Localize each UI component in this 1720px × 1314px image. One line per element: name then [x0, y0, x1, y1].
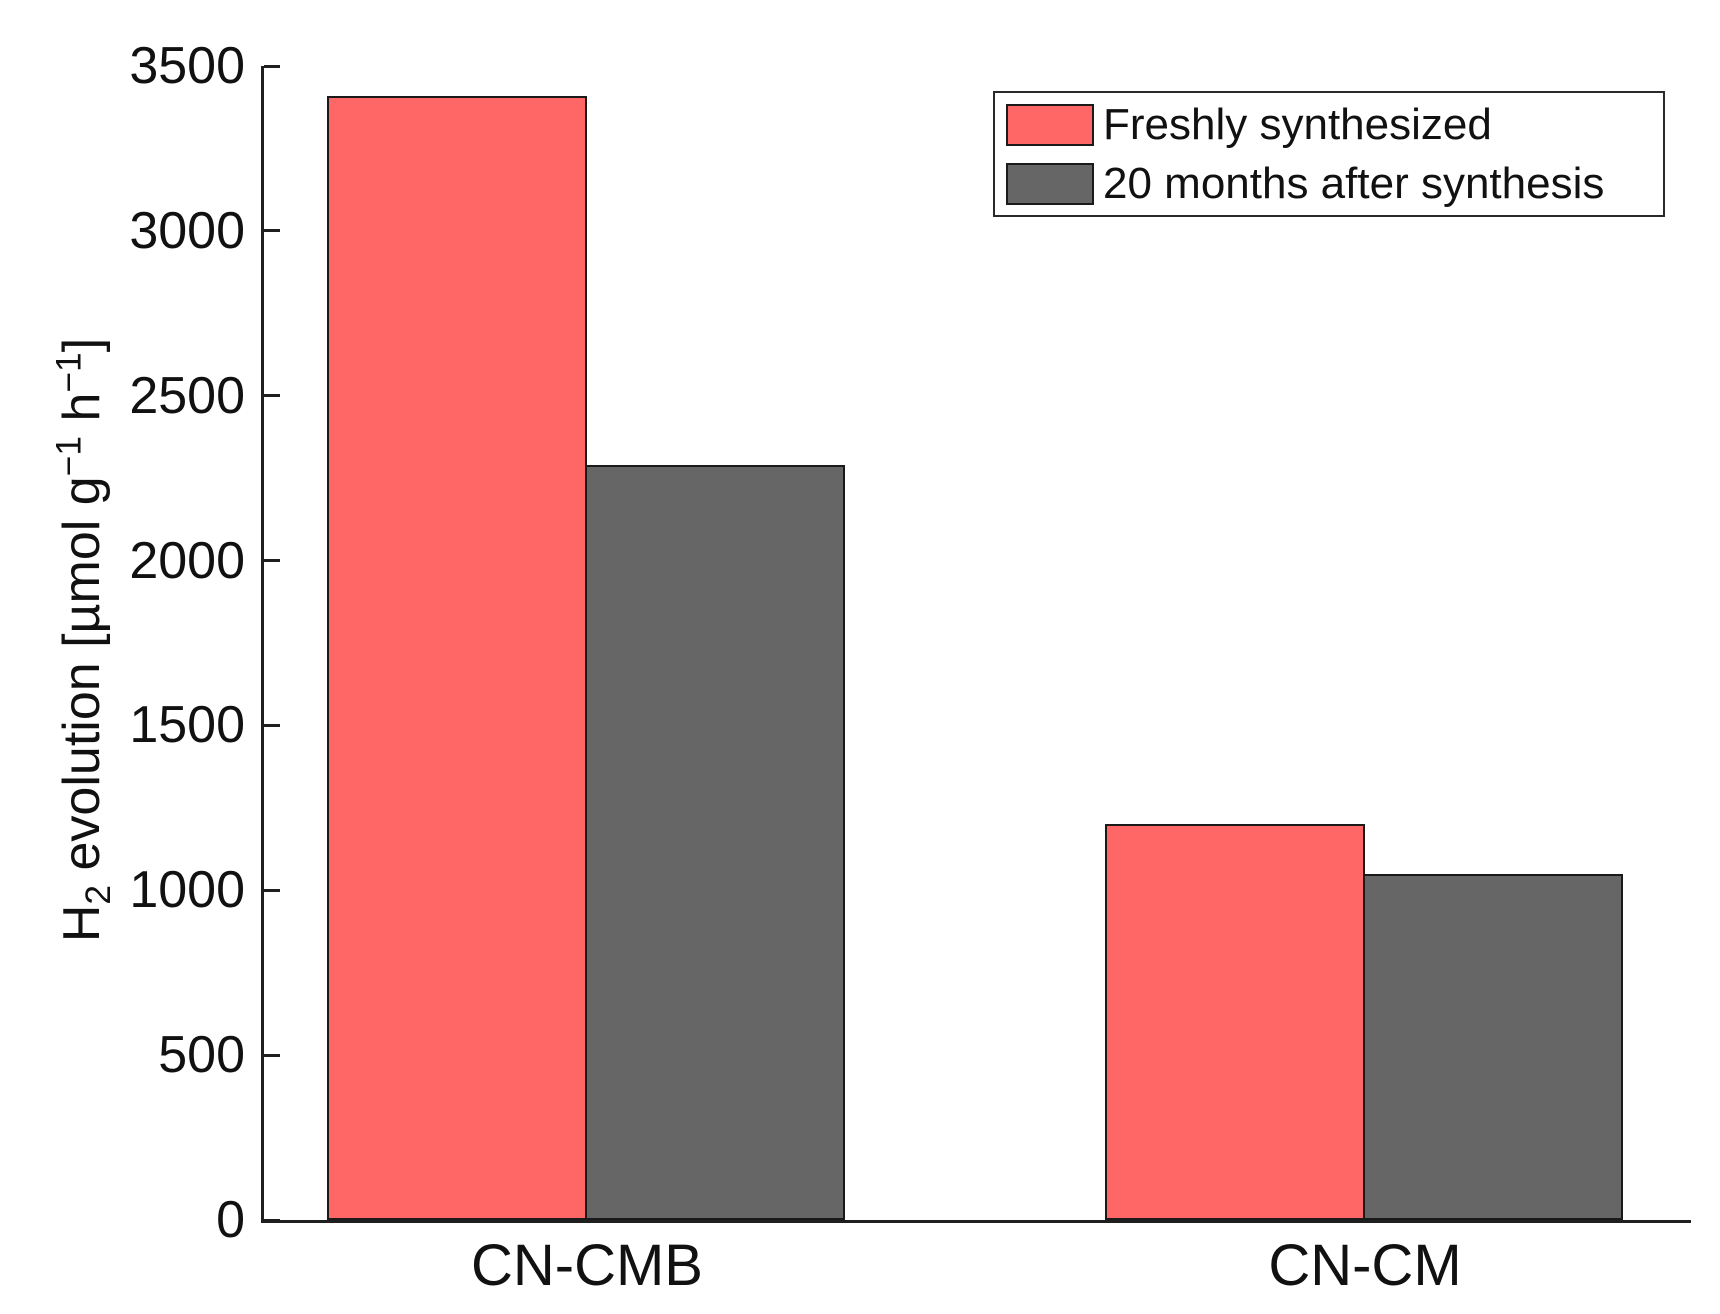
legend: Freshly synthesized 20 months after synth… [993, 91, 1665, 217]
y-tick-label-2500: 2500 [129, 366, 245, 425]
x-tick-label-cn-cm: CN-CM [1268, 1233, 1462, 1298]
legend-row-0: Freshly synthesized [995, 95, 1663, 154]
y-tick-label-0: 0 [216, 1191, 245, 1249]
y-tick-label-500: 500 [158, 1026, 245, 1085]
legend-swatch-icon [1006, 162, 1094, 205]
bar-cn-cmb-series-0 [327, 95, 587, 1220]
bar-cn-cmb-series-1 [585, 464, 845, 1220]
bar-cn-cm-series-0 [1105, 824, 1365, 1220]
plot-area: 0 500 1000 1500 2000 2500 3000 3500 CN-CMB CN-CM [129, 40, 1691, 1296]
y-axis-label-end: ] [52, 337, 111, 353]
y-tick-mark-500 [264, 1053, 280, 1057]
y-tick-label-2000: 2000 [129, 531, 245, 590]
y-tick-mark-1500 [264, 723, 280, 727]
y-tick-label-1500: 1500 [129, 696, 245, 755]
y-tick-label-3500: 3500 [129, 37, 245, 95]
y-tick-mark-2500 [264, 394, 280, 398]
y-tick-mark-2000 [264, 559, 280, 563]
y-tick-mark-3500 [264, 64, 280, 68]
y-tick-label-1000: 1000 [129, 861, 245, 920]
legend-swatch-icon [1006, 103, 1094, 146]
y-tick-mark-3000 [264, 229, 280, 233]
y-tick-mark-1000 [264, 888, 280, 892]
y-tick-label-3000: 3000 [129, 201, 245, 260]
x-tick-label-cn-cmb: CN-CMB [471, 1233, 703, 1298]
bar-cn-cm-series-1 [1363, 873, 1623, 1220]
y-axis-label-superscript-1: −1 [49, 435, 89, 477]
legend-label-1: 20 months after synthesis [1103, 158, 1605, 208]
legend-row-1: 20 months after synthesis [995, 154, 1663, 213]
legend-label-0: Freshly synthesized [1103, 99, 1492, 149]
y-tick-mark-0 [264, 1218, 280, 1222]
y-axis-label: H2 evolution [µmol g−1 h−1] [49, 337, 118, 942]
